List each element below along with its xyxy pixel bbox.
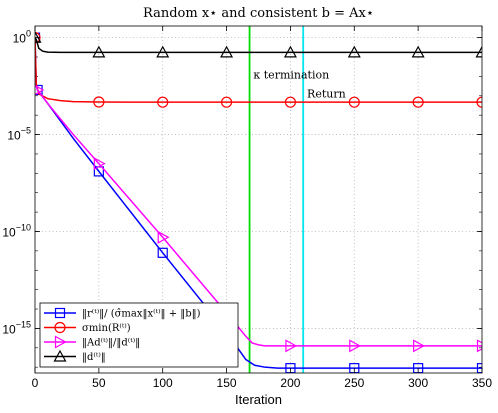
- annotation-0: κ termination: [253, 68, 329, 81]
- marker-triangle-up: [283, 45, 297, 58]
- marker-triangle-up: [156, 45, 170, 58]
- marker-triangle-up: [411, 45, 425, 58]
- marker-triangle-right: [54, 335, 67, 349]
- legend-label: σmin(R⁽ᵗ⁾): [82, 323, 131, 334]
- y-tick-label: 100: [13, 29, 31, 46]
- marker-circle: [412, 96, 424, 108]
- legend-label: ‖r⁽ᵗ⁾‖/ (σ̂max‖x⁽ᵗ⁾‖ + ‖b‖): [82, 309, 201, 320]
- annotation-1: Return: [307, 88, 346, 101]
- marker-triangle-right: [349, 339, 362, 353]
- marker-circle: [157, 96, 169, 108]
- marker-square: [157, 247, 168, 258]
- marker-circle: [348, 96, 360, 108]
- marker-circle: [220, 96, 233, 108]
- x-axis-label: Iteration: [235, 392, 282, 407]
- marker-circle: [284, 96, 297, 108]
- x-tick-label: 250: [344, 376, 364, 390]
- x-tick-label: 50: [92, 376, 106, 390]
- marker-square: [476, 363, 482, 373]
- legend-label: ‖Ad⁽ᵗ⁾‖/‖d⁽ᵗ⁾‖: [82, 338, 140, 349]
- marker-triangle-right: [285, 339, 298, 353]
- y-tick-label: 10−5: [7, 126, 31, 143]
- marker-triangle-right: [93, 157, 106, 171]
- marker-circle: [93, 96, 105, 108]
- axes-box: [34, 25, 483, 374]
- legend: ‖r⁽ᵗ⁾‖/ (σ̂max‖x⁽ᵗ⁾‖ + ‖b‖) σmin(R⁽ᵗ⁾) ‖Ad…: [39, 302, 239, 368]
- series-line: [35, 37, 482, 54]
- x-tick-label: 150: [217, 376, 237, 390]
- x-tick-label: 200: [280, 376, 300, 390]
- marker-triangle-up: [53, 349, 67, 362]
- marker-triangle-up: [347, 45, 361, 58]
- marker-triangle-up: [220, 45, 234, 58]
- marker-triangle-up: [475, 45, 482, 58]
- x-tick-label: 100: [153, 376, 173, 390]
- x-axis: 0 50 100 150 200 250 300 350: [32, 26, 492, 390]
- series-3: [35, 30, 482, 58]
- marker-triangle-right: [476, 339, 482, 353]
- legend-label: ‖d⁽ᵗ⁾‖: [82, 352, 106, 363]
- chart-title: Random x⋆ and consistent b = Ax⋆: [143, 6, 374, 21]
- marker-triangle-up: [35, 30, 42, 43]
- series-line: [35, 37, 482, 103]
- marker-square: [54, 307, 66, 319]
- y-tick-label: 10−15: [2, 319, 31, 336]
- x-tick-label: 350: [472, 376, 492, 390]
- x-tick-label: 300: [408, 376, 428, 390]
- marker-triangle-up: [92, 45, 106, 58]
- y-tick-label: 10−10: [2, 222, 31, 239]
- marker-triangle-right: [157, 230, 170, 244]
- marker-triangle-right: [413, 339, 425, 353]
- marker-triangle-right: [35, 84, 45, 96]
- x-tick-label: 0: [32, 376, 39, 390]
- marker-circle: [476, 96, 482, 108]
- reference-lines: [248, 26, 305, 373]
- marker-circle: [54, 321, 66, 334]
- y-axis: 100 10−5 10−10 10−15: [2, 29, 482, 336]
